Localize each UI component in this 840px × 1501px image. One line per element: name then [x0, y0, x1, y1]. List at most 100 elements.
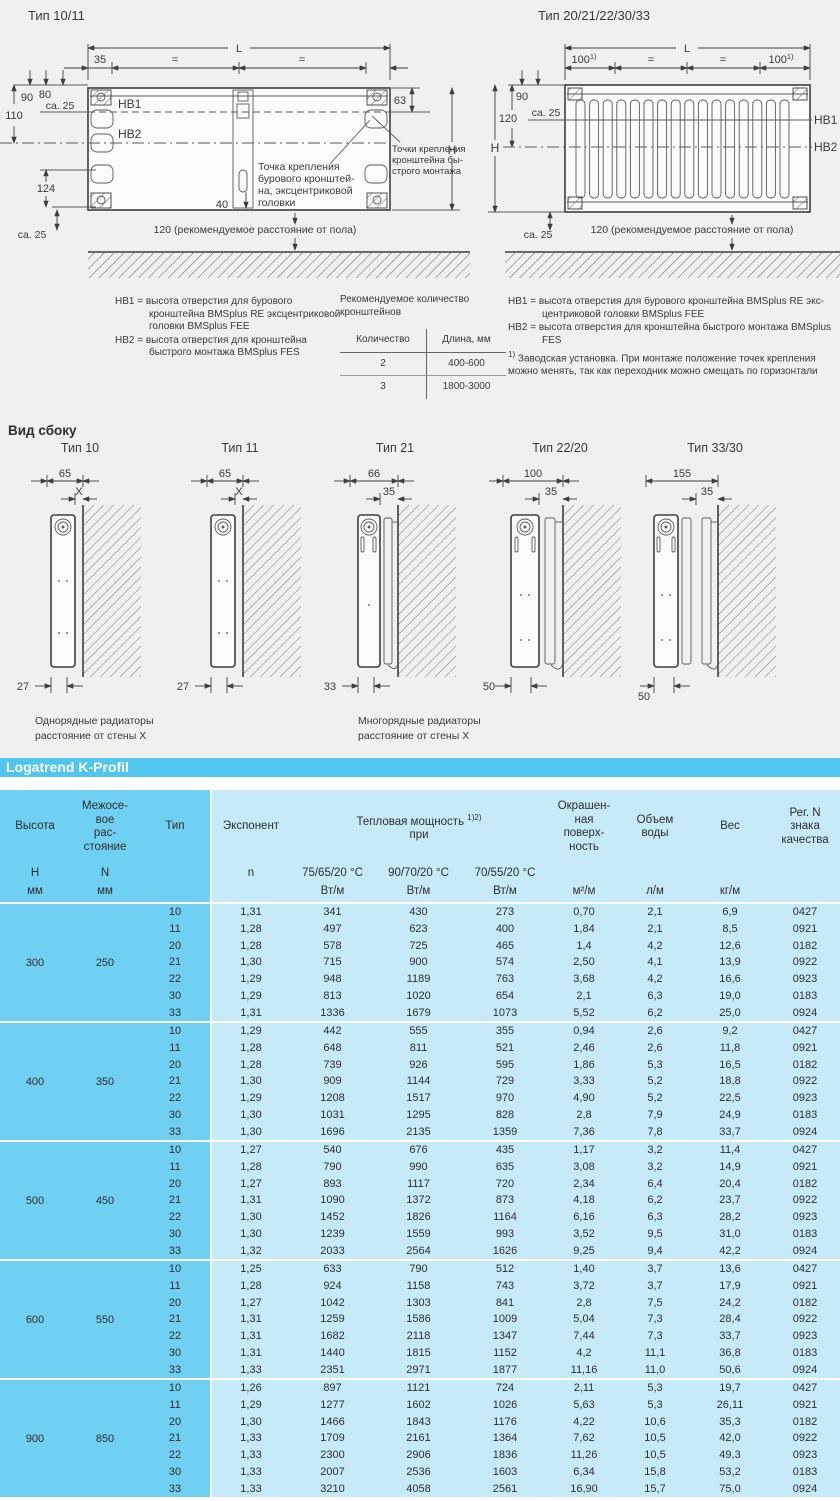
table-cell: 11,0: [644, 1363, 666, 1376]
table-cell: 0,70: [573, 906, 595, 919]
dim-ca25-top: ca. 25: [532, 107, 561, 119]
table-cell: 4,2: [647, 939, 663, 952]
table-cell: 1,31: [240, 1194, 262, 1207]
table-cell: 715: [323, 956, 342, 969]
dim-eq-1: =: [648, 54, 654, 66]
header-col-type: Тип: [165, 820, 185, 833]
table-cell: 0183: [792, 1108, 818, 1121]
table-cell: 1372: [406, 1194, 431, 1207]
note-hb2: HB2 = высота отверстия для кронштейна бы…: [115, 334, 307, 359]
table-row: 1,31 341 430 273 0,70 2,1 6,9 0427: [212, 904, 840, 921]
table-cell: 50,6: [719, 1363, 741, 1376]
table-cell: 521: [495, 1042, 515, 1055]
table-cell: 36,8: [719, 1346, 741, 1359]
table-cell: 442: [323, 1025, 342, 1038]
table-cell: 5,3: [647, 1399, 663, 1412]
type-cell: 10: [168, 906, 182, 919]
type-cell: 21: [168, 1194, 182, 1207]
label-hb2: HB2: [118, 127, 142, 141]
table-cell: 1,84: [573, 923, 595, 936]
dimension-lines: 155 35 50: [638, 468, 732, 703]
wall-hatch: [398, 505, 456, 677]
table-cell: 5,04: [573, 1313, 595, 1326]
table-cell: 623: [409, 923, 428, 936]
table-cell: 1,28: [240, 1161, 262, 1174]
table-cell: 1176: [493, 1415, 517, 1428]
table-cell: 555: [409, 1025, 428, 1038]
label-hb2: HB2: [814, 140, 838, 154]
table-cell: 1826: [406, 1211, 431, 1224]
table-row: 1,33 3210 4058 2561 16,90 15,7 75,0 0924: [212, 1480, 840, 1497]
table-cell: 3210: [320, 1482, 345, 1495]
table-cell: 1,27: [240, 1144, 262, 1157]
table-group: 600 550 10 11 20 21 22 30 33 1,25 633 790 512 1,40 3,7…: [0, 1261, 840, 1378]
group-fixed-columns: 600 550 10 11 20 21 22 30 33: [0, 1261, 212, 1378]
table-cell: 3,2: [647, 1161, 663, 1174]
table-row: 1,30 1466 1843 1176 4,22 10,6 35,3 0182: [212, 1413, 840, 1430]
table-cell: 633: [323, 1263, 342, 1276]
table-cell: 743: [495, 1280, 515, 1293]
type-cell: 22: [168, 973, 182, 986]
table-cell: 19,0: [719, 989, 741, 1002]
table-cell: 3,7: [647, 1263, 663, 1276]
table-cell: 26,11: [716, 1399, 744, 1412]
table-cell: 1121: [406, 1382, 431, 1395]
wall-hatch: [718, 505, 776, 677]
table-cell: 1696: [320, 1125, 345, 1138]
table-cell: 355: [495, 1025, 515, 1038]
table-cell: 5,3: [647, 1058, 663, 1071]
dim-110: 110: [5, 110, 23, 122]
table-cell: 1,29: [240, 989, 262, 1002]
table-cell: 12,6: [719, 939, 741, 952]
dim-40: 40: [216, 199, 228, 211]
table-cell: 2300: [320, 1449, 345, 1462]
table-cell: 11,1: [644, 1346, 666, 1359]
svg-text:на, эксцентриковой: на, эксцентриковой: [258, 185, 353, 197]
table-cell: 0923: [792, 1211, 818, 1224]
table-cell: 909: [323, 1075, 342, 1088]
dim-wall-gap: 35: [701, 486, 713, 498]
dim-124: 124: [37, 183, 55, 195]
table-cell: 893: [323, 1177, 342, 1190]
group-type-column: 10 11 20 21 22 30 33: [140, 904, 210, 1021]
radiator-body: [87, 87, 391, 211]
table-cell: 15,8: [644, 1465, 666, 1478]
table-cell: 1,28: [240, 923, 262, 936]
table-cell: 1164: [493, 1211, 517, 1224]
dim-120: 120: [499, 113, 517, 125]
table-cell: 811: [409, 1042, 428, 1055]
table-cell: 11,16: [570, 1363, 598, 1376]
table-cell: 654: [495, 989, 515, 1002]
type-cell: 10: [168, 1025, 182, 1038]
table-row: 1,27 1042 1303 841 2,8 7,5 24,2 0182: [212, 1294, 840, 1311]
table-cell: 35,3: [719, 1415, 741, 1428]
table-cell: 924: [323, 1280, 342, 1293]
dim-bottom: 33: [324, 681, 336, 693]
table-cell: 0921: [792, 1161, 818, 1174]
type-cell: 30: [168, 1346, 182, 1359]
table-cell: 2,6: [647, 1025, 663, 1038]
table-cell: 828: [495, 1108, 515, 1121]
table-cell: 5,3: [647, 1382, 663, 1395]
group-type-column: 10 11 20 21 22 30 33: [140, 1261, 210, 1378]
group-data-rows: 1,31 341 430 273 0,70 2,1 6,9 0427 1,28 497 623 400…: [212, 904, 840, 1021]
table-cell: 2,1: [576, 989, 592, 1002]
dim-bottom: 27: [177, 681, 189, 693]
table-cell: 1,33: [240, 1482, 262, 1495]
table-cell: 16,90: [570, 1482, 598, 1495]
table-row: 1,30 1239 1559 993 3,52 9,5 31,0 0183: [212, 1226, 840, 1243]
table-cell: 1,30: [240, 956, 262, 969]
header-light-block: Экспонент n Тепловая мощность 1)2) при 7…: [212, 790, 840, 902]
group-fixed-columns: 500 450 10 11 20 21 22 30 33: [0, 1142, 212, 1259]
table-cell: 53,2: [719, 1465, 741, 1478]
table-cell: 13,9: [719, 956, 741, 969]
dim-80: 80: [39, 89, 51, 101]
table-cell: 926: [409, 1058, 428, 1071]
dim-wall-gap: X: [75, 486, 83, 498]
table-cell: 1626: [492, 1244, 518, 1257]
group-height-cell: 600: [25, 1313, 45, 1326]
table-row: 1,29 948 1189 763 3,68 4,2 16,6 0923: [212, 971, 840, 988]
type-cell: 33: [168, 1125, 182, 1138]
table-cell: 1,40: [573, 1263, 595, 1276]
table-cell: 0183: [792, 1227, 818, 1240]
